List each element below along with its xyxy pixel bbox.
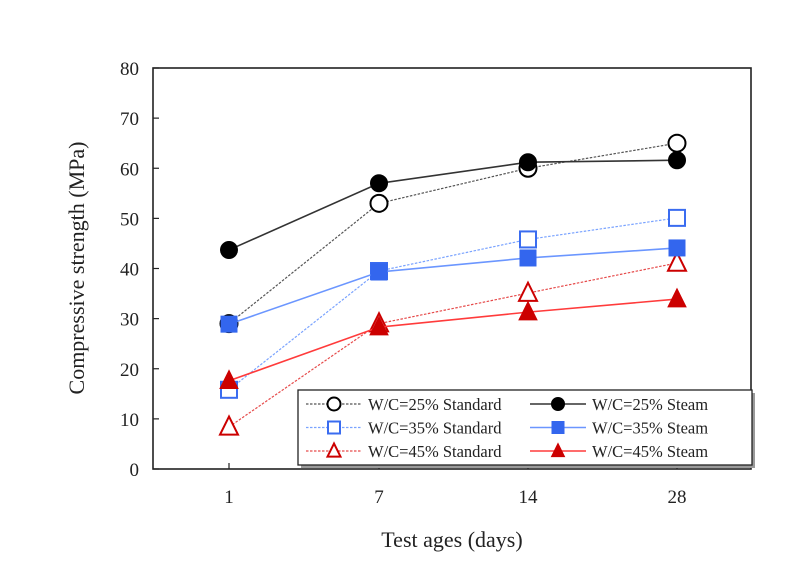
data-point — [519, 230, 537, 249]
x-tick-label: 7 — [374, 487, 384, 508]
y-tick-label: 40 — [120, 260, 139, 281]
legend-label: W/C=35% Steam — [592, 419, 708, 438]
data-point — [668, 239, 686, 257]
y-tick-label: 10 — [120, 410, 139, 431]
series-layer — [218, 133, 688, 436]
series-line — [228, 159, 678, 251]
data-point — [220, 315, 238, 333]
legend-entry: W/C=35% Standard — [306, 419, 502, 438]
legend-entry: W/C=25% Steam — [530, 395, 708, 414]
legend-marker — [551, 421, 565, 434]
legend-marker — [550, 442, 566, 458]
legend-box — [297, 389, 753, 466]
data-point — [370, 174, 388, 193]
data-point — [666, 250, 688, 272]
y-tick-label: 30 — [120, 310, 139, 331]
y-tick-label: 60 — [120, 159, 139, 180]
data-point — [668, 208, 686, 227]
x-tick-label: 14 — [519, 487, 539, 508]
legend-marker — [325, 441, 343, 458]
data-point — [667, 133, 687, 153]
legend-entry: W/C=45% Steam — [530, 442, 708, 461]
x-tick-label: 28 — [668, 487, 687, 508]
data-point — [219, 369, 239, 390]
data-point — [519, 153, 537, 172]
series-line — [228, 247, 678, 325]
series-w-c-45-steam — [219, 287, 687, 390]
data-point — [369, 193, 389, 213]
data-point — [369, 315, 389, 336]
legend: W/C=25% Standard W/C=25% Steam W/C=35% Sta… — [297, 389, 755, 468]
y-axis-title: Compressive strength (MPa) — [64, 142, 89, 395]
series-line — [228, 298, 678, 382]
y-axis: 0 10 20 30 40 50 60 70 80 — [120, 59, 159, 481]
y-tick-label: 70 — [120, 109, 139, 130]
legend-marker — [551, 397, 565, 411]
legend-marker — [327, 420, 341, 435]
legend-entry: W/C=25% Standard — [306, 395, 502, 414]
legend-label: W/C=45% Steam — [592, 442, 708, 461]
series-line — [228, 217, 678, 391]
series-line — [228, 142, 678, 325]
y-tick-label: 50 — [120, 209, 139, 230]
x-axis-title: Test ages (days) — [381, 527, 522, 552]
data-point — [519, 249, 537, 267]
series-w-c-25-steam — [220, 151, 686, 259]
data-point — [218, 414, 240, 436]
data-point — [220, 240, 238, 259]
y-tick-label: 0 — [130, 460, 140, 481]
y-tick-label: 80 — [120, 59, 139, 80]
legend-entry: W/C=45% Standard — [306, 441, 502, 461]
data-point — [668, 151, 686, 170]
legend-label: W/C=25% Steam — [592, 395, 708, 414]
y-tick-label: 20 — [120, 360, 139, 381]
data-point — [518, 300, 538, 321]
data-point — [370, 263, 388, 281]
legend-label: W/C=25% Standard — [368, 395, 502, 414]
x-axis: 1 7 14 28 — [224, 463, 687, 508]
legend-marker — [326, 396, 342, 412]
legend-label: W/C=45% Standard — [368, 442, 502, 461]
series-w-c-35-steam — [220, 239, 686, 333]
series-line — [228, 262, 678, 428]
legend-label: W/C=35% Standard — [368, 419, 502, 438]
legend-entry: W/C=35% Steam — [530, 419, 708, 438]
data-point — [667, 287, 687, 308]
x-tick-label: 1 — [224, 487, 234, 508]
